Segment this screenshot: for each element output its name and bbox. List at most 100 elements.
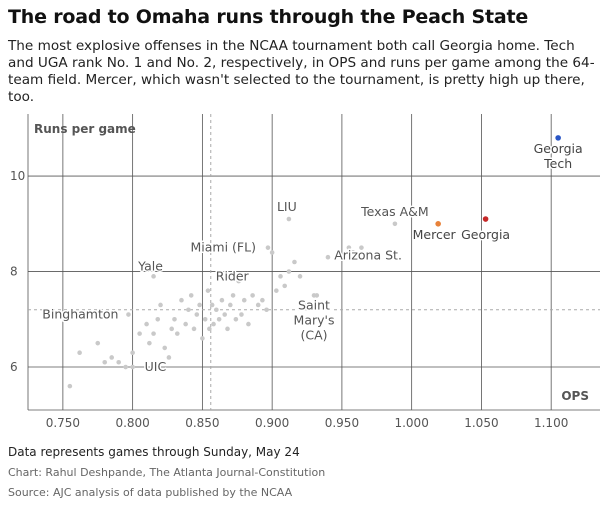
data-point xyxy=(241,297,247,303)
data-point xyxy=(239,312,244,317)
data-point xyxy=(370,254,375,260)
point-label: Texas A&M xyxy=(360,204,429,219)
data-point xyxy=(292,259,297,265)
data-point xyxy=(191,326,197,332)
x-tick-label: 0.800 xyxy=(115,416,149,430)
data-point xyxy=(392,221,398,227)
x-tick-label: 0.950 xyxy=(325,416,359,430)
y-tick-label: 6 xyxy=(10,360,18,374)
data-point xyxy=(130,364,135,370)
point-label: Miami (FL) xyxy=(191,240,256,255)
data-point xyxy=(246,321,251,327)
data-point xyxy=(169,326,174,332)
data-point xyxy=(197,302,202,308)
data-point xyxy=(67,383,73,389)
data-point xyxy=(151,331,156,336)
data-point xyxy=(188,293,194,298)
point-label: (CA) xyxy=(300,327,327,342)
data-point xyxy=(194,312,200,317)
data-point xyxy=(109,355,115,360)
y-tick-label: 10 xyxy=(10,169,25,183)
data-point xyxy=(126,312,131,317)
chart-source: Source: AJC analysis of data published b… xyxy=(8,486,293,499)
data-point xyxy=(216,316,222,322)
point-layer xyxy=(67,135,561,389)
data-point xyxy=(202,316,208,322)
data-point xyxy=(207,326,212,332)
data-point xyxy=(151,274,156,279)
data-point xyxy=(227,302,233,308)
data-point xyxy=(214,307,219,313)
data-point xyxy=(222,312,228,317)
scatter-chart: 6 8 10 0.750 0.800 0.850 0.900 0.950 1.000 1.050 1… xyxy=(10,114,600,430)
data-point xyxy=(130,350,135,356)
data-point xyxy=(278,274,283,279)
data-point xyxy=(297,274,303,279)
chart-subtitle: The most explosive offenses in the NCAA … xyxy=(8,38,595,105)
grid-layer: 6 8 10 0.750 0.800 0.850 0.900 0.950 1.000 1.050 1… xyxy=(10,114,600,430)
highlight-point xyxy=(435,221,441,227)
data-point xyxy=(158,302,163,308)
data-point xyxy=(211,321,216,327)
data-point xyxy=(179,297,184,303)
point-label: Saint xyxy=(298,297,330,312)
data-point xyxy=(304,302,310,308)
y-tick-label: 8 xyxy=(10,265,18,279)
highlight-point xyxy=(555,135,561,141)
chart-title: The road to Omaha runs through the Peach… xyxy=(8,6,529,28)
data-point xyxy=(265,245,271,250)
data-point xyxy=(250,293,255,298)
data-point xyxy=(116,359,121,365)
point-label: Binghamton xyxy=(42,307,118,322)
point-label: Arizona St. xyxy=(334,247,402,262)
data-point xyxy=(233,316,239,322)
highlight-label: Mercer xyxy=(413,227,457,242)
point-label: Mary's xyxy=(294,312,335,327)
data-point xyxy=(166,355,172,360)
data-point xyxy=(219,297,225,303)
data-point xyxy=(205,288,211,293)
data-point xyxy=(350,250,356,255)
data-point xyxy=(174,331,180,336)
data-point xyxy=(286,269,292,274)
data-point xyxy=(311,293,317,298)
data-point xyxy=(186,307,191,313)
data-point xyxy=(147,340,152,346)
x-tick-label: 1.100 xyxy=(534,416,568,430)
highlight-point xyxy=(482,216,489,222)
data-point xyxy=(123,364,128,370)
x-axis-label: OPS xyxy=(561,389,589,403)
highlight-label: Tech xyxy=(543,156,572,171)
data-point xyxy=(95,340,101,346)
chart-credit: Chart: Rahul Deshpande, The Atlanta Jour… xyxy=(8,466,326,479)
x-tick-label: 0.750 xyxy=(46,416,80,430)
data-point xyxy=(102,359,108,365)
data-point xyxy=(286,216,292,222)
data-point xyxy=(225,326,230,332)
data-point xyxy=(172,316,177,322)
x-tick-label: 0.900 xyxy=(255,416,289,430)
data-point xyxy=(209,302,215,308)
x-tick-label: 0.850 xyxy=(185,416,219,430)
point-label: Rider xyxy=(216,268,250,283)
data-point xyxy=(346,245,352,250)
data-note: Data represents games through Sunday, Ma… xyxy=(8,445,300,459)
highlight-label: Georgia xyxy=(461,227,510,242)
data-point xyxy=(155,316,161,322)
label-layer: LIU Texas A&M Miami (FL) Yale Rider Arizona S… xyxy=(41,139,584,375)
y-axis-label: Runs per game xyxy=(34,122,136,136)
data-point xyxy=(144,321,149,327)
data-point xyxy=(77,350,82,356)
highlight-label: Georgia xyxy=(534,141,583,156)
point-label: UIC xyxy=(145,359,167,374)
data-point xyxy=(230,293,236,298)
data-point xyxy=(325,254,331,260)
point-label: Yale xyxy=(137,258,163,273)
data-point xyxy=(274,288,279,293)
data-point xyxy=(241,274,247,279)
data-point xyxy=(359,245,364,250)
point-label: LIU xyxy=(277,199,297,214)
data-point xyxy=(269,250,275,255)
data-point xyxy=(260,297,265,303)
data-point xyxy=(137,331,142,336)
